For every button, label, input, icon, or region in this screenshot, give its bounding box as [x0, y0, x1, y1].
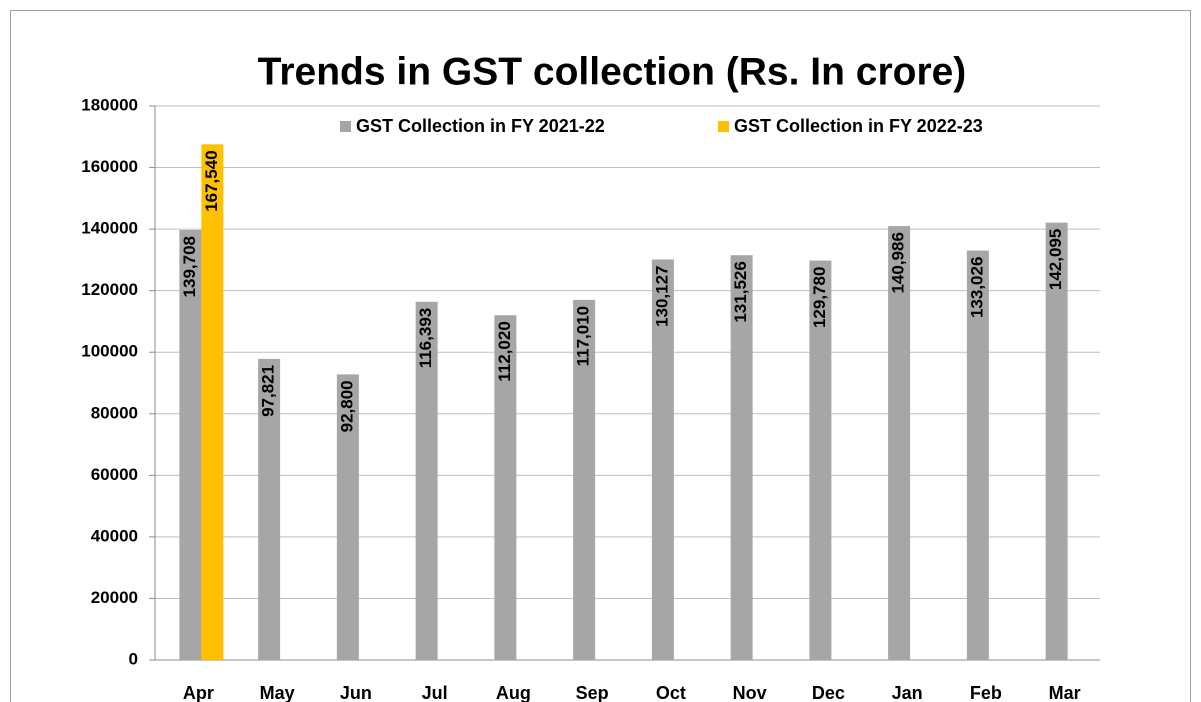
- bar: [809, 260, 832, 660]
- value-label: 117,010: [574, 306, 593, 367]
- legend-label: GST Collection in FY 2021-22: [356, 116, 605, 136]
- value-label: 130,127: [652, 265, 671, 326]
- y-tick-label: 180000: [81, 95, 138, 114]
- y-tick-label: 20000: [91, 588, 138, 607]
- value-label: 131,526: [731, 261, 750, 322]
- x-tick-label: Apr: [183, 683, 214, 702]
- value-label: 97,821: [259, 365, 278, 417]
- x-tick-label: May: [260, 683, 295, 702]
- bar: [966, 250, 989, 660]
- y-tick-label: 120000: [81, 280, 138, 299]
- y-tick-label: 0: [129, 649, 138, 668]
- value-label: 139,708: [180, 236, 199, 297]
- value-label: 129,780: [810, 267, 829, 328]
- value-label: 142,095: [1046, 229, 1065, 290]
- bar: [201, 144, 224, 660]
- legend-swatch: [340, 121, 351, 132]
- value-label: 133,026: [967, 257, 986, 318]
- value-label: 167,540: [202, 150, 221, 211]
- legend-swatch: [718, 121, 729, 132]
- x-tick-label: Dec: [812, 683, 845, 702]
- value-label: 92,800: [337, 380, 356, 432]
- value-label: 112,020: [495, 321, 514, 382]
- y-tick-label: 140000: [81, 219, 138, 238]
- bar: [415, 301, 438, 660]
- x-tick-label: Mar: [1049, 683, 1081, 702]
- bar: [336, 374, 359, 660]
- x-tick-label: Sep: [576, 683, 609, 702]
- bar: [179, 230, 202, 660]
- x-tick-label: Jul: [422, 683, 448, 702]
- x-tick-label: Oct: [656, 683, 686, 702]
- bar: [258, 358, 281, 660]
- chart-title: Trends in GST collection (Rs. In crore): [258, 50, 967, 93]
- legend-label: GST Collection in FY 2022-23: [734, 116, 983, 136]
- value-label: 116,393: [416, 308, 435, 369]
- bar: [573, 299, 596, 660]
- y-tick-label: 160000: [81, 157, 138, 176]
- x-tick-label: Nov: [733, 683, 767, 702]
- bar: [1045, 222, 1068, 661]
- bar: [651, 259, 674, 660]
- bar: [888, 226, 911, 660]
- x-tick-label: Jan: [892, 683, 923, 702]
- y-tick-label: 80000: [91, 403, 138, 422]
- y-tick-label: 60000: [91, 465, 138, 484]
- chart-frame: [10, 10, 1191, 702]
- y-tick-label: 100000: [81, 342, 138, 361]
- bar: [730, 255, 753, 660]
- x-tick-label: Aug: [496, 683, 531, 702]
- value-label: 140,986: [889, 232, 908, 293]
- x-tick-label: Jun: [340, 683, 372, 702]
- bar: [494, 315, 517, 660]
- y-tick-label: 40000: [91, 526, 138, 545]
- x-tick-label: Feb: [970, 683, 1002, 702]
